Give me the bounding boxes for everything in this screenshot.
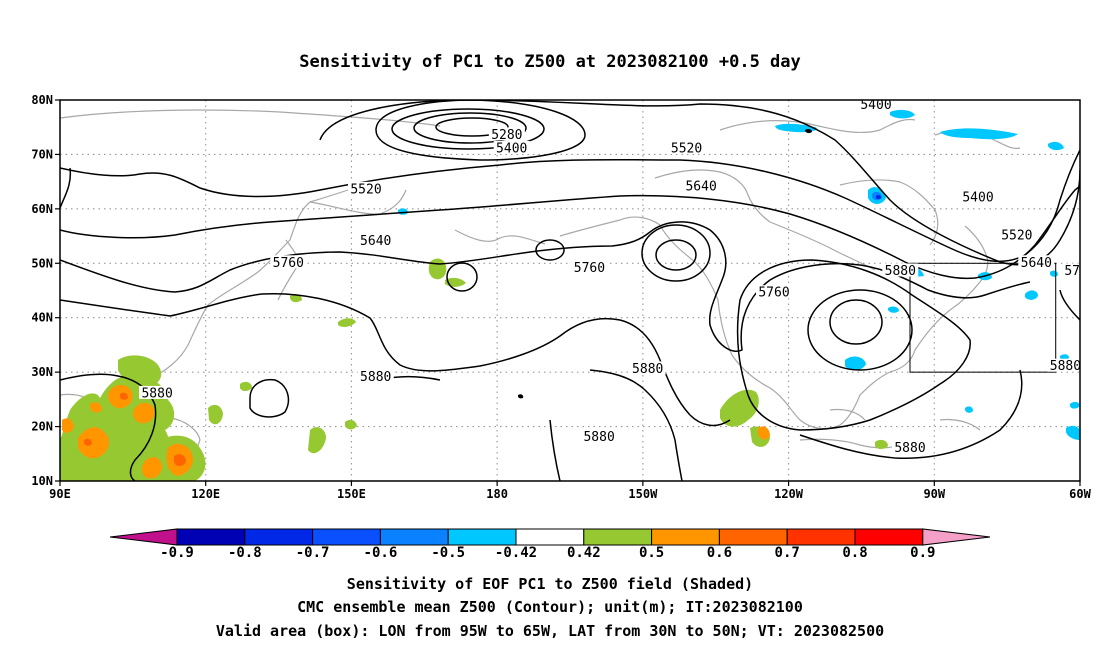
contour-label: 5520: [350, 182, 381, 197]
colorbar-label: -0.5: [431, 545, 465, 561]
contour-label: 5520: [671, 141, 702, 156]
caption-line-1: Sensitivity of EOF PC1 to Z500 field (Sh…: [347, 575, 753, 593]
contour-label: 5400: [860, 98, 891, 113]
contour-label-bg: [270, 255, 307, 269]
latitude-ticks: 80N 70N 60N 50N 40N 30N 20N 10N: [31, 93, 60, 488]
contour-label-bg: [629, 361, 666, 375]
colorbar-label: 0.8: [842, 545, 867, 561]
caption-line-3: Valid area (box): LON from 95W to 65W, L…: [216, 622, 884, 640]
colorbar-swatch: [447, 528, 517, 546]
contour-label-bg: [756, 285, 792, 299]
sensitivity-shading: [60, 109, 1080, 481]
lon-tick-label: 90W: [923, 487, 945, 501]
contour-label-bg: [858, 100, 894, 111]
contour-label: 5880: [894, 441, 925, 456]
colorbar-swatch: [854, 528, 924, 546]
colorbar-label: 0.7: [775, 545, 800, 561]
contour-label: 5760: [758, 286, 789, 301]
lon-tick-label: 150E: [337, 487, 366, 501]
colorbar-swatch: [583, 528, 653, 546]
contour-label: 5760: [1064, 264, 1095, 279]
contour-label-bg: [357, 369, 394, 383]
colorbar-swatch: [651, 528, 720, 546]
colorbar-low-extend: [109, 528, 178, 546]
contour-label-bg: [960, 189, 996, 203]
contour-label-bg: [882, 263, 919, 277]
colorbar-label: -0.6: [364, 545, 398, 561]
contour-label-bg: [581, 429, 618, 443]
coastlines: [60, 109, 1021, 481]
contour-label: 5880: [632, 362, 663, 377]
figure-title: Sensitivity of PC1 to Z500 at 2023082100…: [299, 52, 801, 72]
contour-label: 5640: [360, 234, 391, 249]
contour-label: 5640: [1021, 256, 1052, 271]
contour-label: 5880: [360, 370, 391, 385]
colorbar-label: 0.6: [707, 545, 732, 561]
contour-label: 5400: [962, 190, 993, 205]
lat-tick-label: 10N: [31, 474, 53, 488]
contour-label-bg: [571, 260, 608, 274]
longitude-ticks: 90E 120E 150E 180 150W 120W 90W 60W: [49, 481, 1092, 501]
colorbar-swatch: [244, 528, 314, 546]
lat-tick-label: 60N: [31, 202, 53, 216]
colorbar-swatch: [515, 528, 585, 546]
map-frame: [59, 99, 1081, 482]
contour-label-bg: [668, 140, 705, 154]
contour-label: 5760: [574, 261, 605, 276]
lat-tick-label: 50N: [31, 256, 53, 270]
lon-tick-label: 60W: [1069, 487, 1091, 501]
lon-tick-label: 150W: [628, 487, 658, 501]
contour-label: 5880: [141, 386, 172, 401]
colorbar-label: 0.9: [910, 545, 935, 561]
colorbar-label: -0.7: [296, 545, 330, 561]
contour-label: 5640: [685, 180, 716, 195]
lon-tick-label: 120E: [191, 487, 220, 501]
lat-tick-label: 40N: [31, 311, 53, 325]
contour-label: 5280: [491, 128, 522, 143]
map-background: [60, 100, 1080, 481]
colorbar-label: -0.9: [160, 545, 194, 561]
lat-tick-label: 20N: [31, 420, 53, 434]
colorbar-swatch: [718, 528, 788, 546]
contour-label: 5880: [885, 264, 916, 279]
contour-label-bg: [683, 179, 720, 193]
colorbar-label: -0.42: [495, 545, 537, 561]
colorbar-label: 0.5: [639, 545, 664, 561]
colorbar-swatch: [176, 528, 246, 546]
contour-label-bg: [139, 385, 176, 399]
contour-label-bg: [357, 233, 394, 247]
contour-label: 5880: [583, 430, 614, 445]
valid-area-box: [909, 262, 1057, 373]
lon-tick-label: 120W: [774, 487, 804, 501]
contour-label-bg: [488, 127, 525, 141]
colorbar-swatch: [786, 528, 856, 546]
contour-label-bg: [1047, 358, 1080, 372]
contour-label-bg: [493, 140, 530, 154]
lon-tick-label: 180: [486, 487, 508, 501]
colorbar-high-extend: [922, 528, 991, 546]
colorbar: -0.9 -0.8 -0.7 -0.6 -0.5 -0.42 0.42 0.5 0.6 0.7 0.…: [109, 528, 991, 561]
lat-tick-label: 80N: [31, 93, 53, 107]
contour-label-bg: [348, 181, 384, 195]
colorbar-label: 0.42: [567, 545, 601, 561]
colorbar-swatch: [379, 528, 449, 546]
contour-label: 5760: [273, 256, 304, 271]
lat-tick-label: 70N: [31, 147, 53, 161]
lon-tick-label: 90E: [49, 487, 71, 501]
contour-label: 5520: [1001, 229, 1032, 244]
contour-label-bg: [892, 440, 928, 454]
contour-label-bg: [998, 228, 1035, 242]
contour-label-bg: [1018, 255, 1055, 269]
lat-tick-label: 30N: [31, 365, 53, 379]
colorbar-swatch: [312, 528, 381, 546]
caption-line-2: CMC ensemble mean Z500 (Contour); unit(m…: [297, 598, 803, 616]
contour-label: 5880: [1050, 359, 1081, 374]
contour-label: 5400: [496, 141, 527, 156]
colorbar-label: -0.8: [228, 545, 262, 561]
contour-label-bg: [1062, 263, 1080, 277]
